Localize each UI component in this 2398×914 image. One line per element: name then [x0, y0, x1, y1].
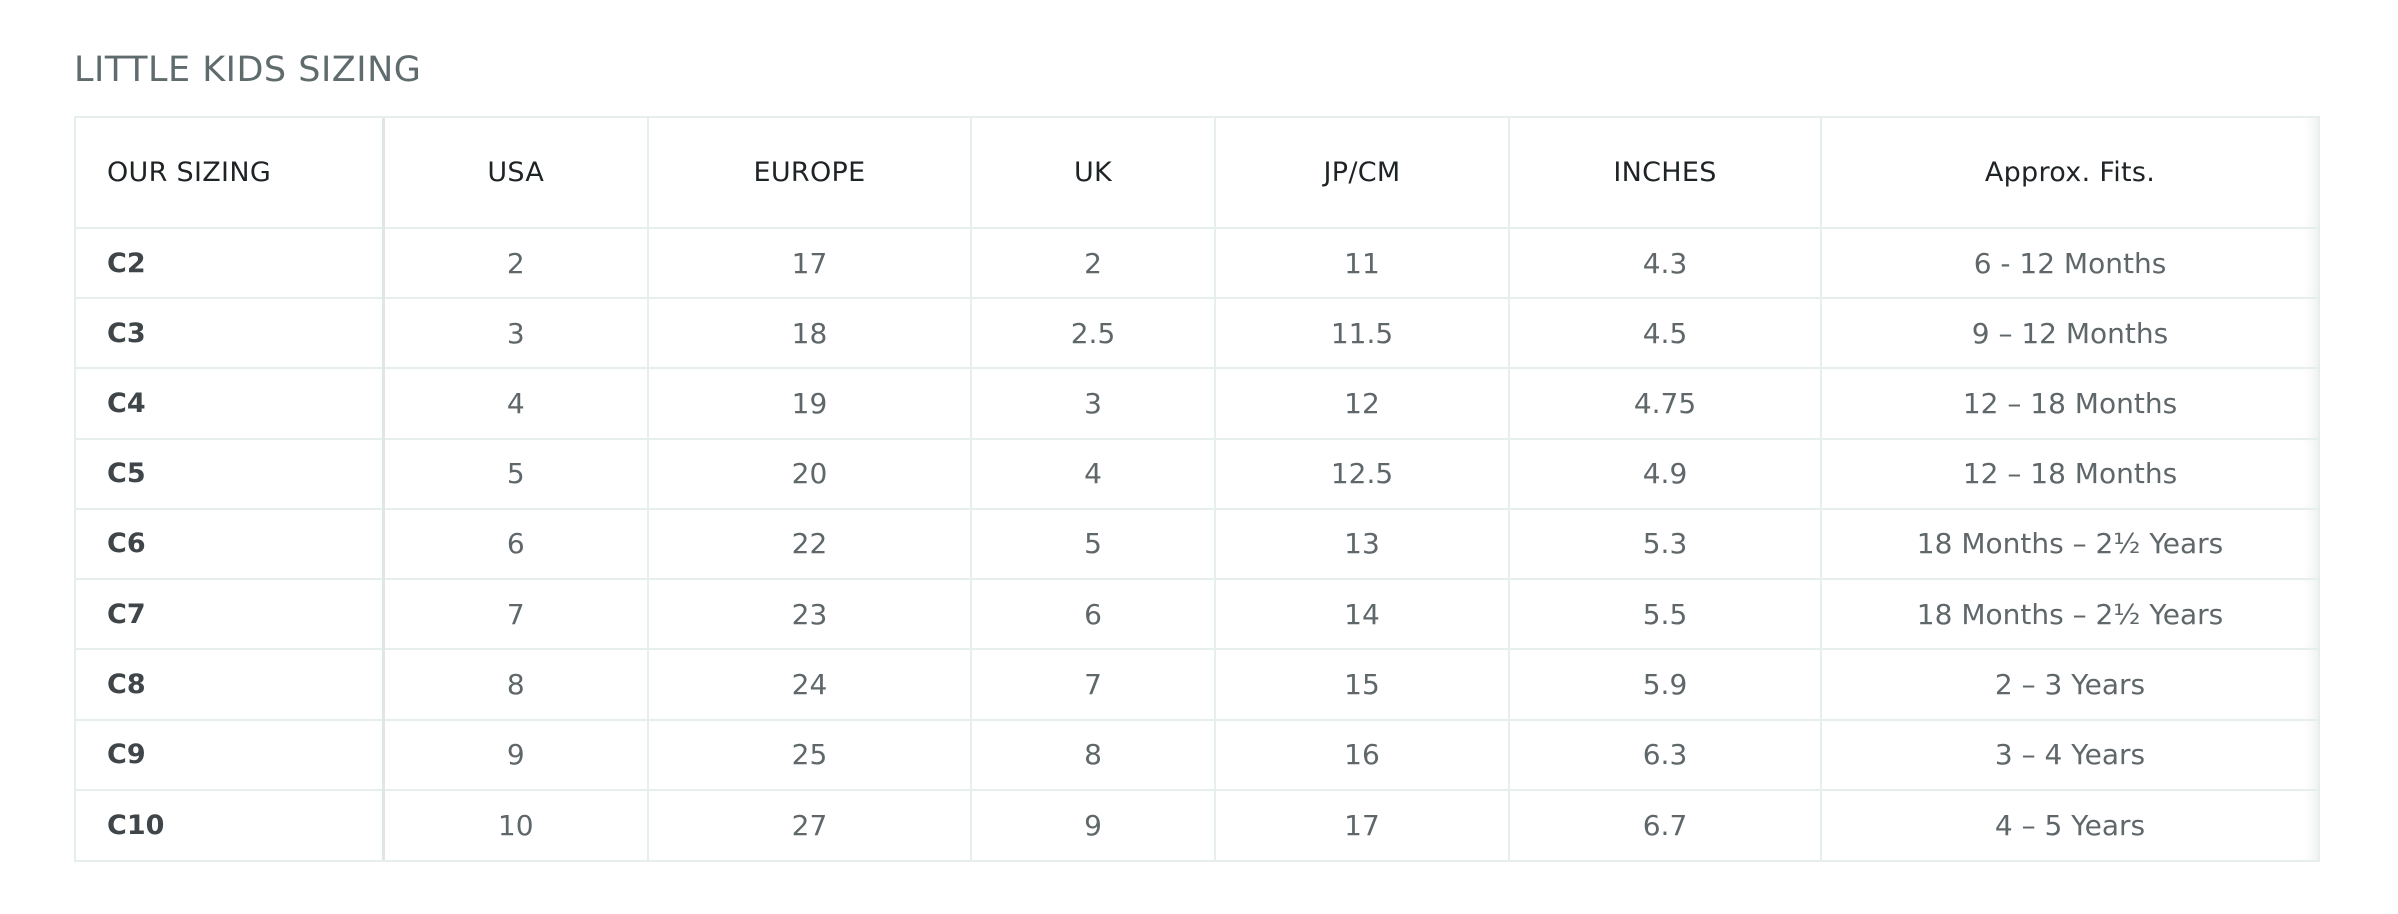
cell-inches: 4.5	[1509, 298, 1822, 370]
header-uk: UK	[971, 118, 1216, 229]
cell-approx-fits: 6 - 12 Months	[1821, 228, 2318, 300]
cell-jp-cm: 12.5	[1215, 438, 1510, 510]
cell-our-sizing: C3	[76, 298, 385, 370]
table-row: C5 5 20 4 12.5 4.9 12 – 18 Months	[76, 438, 2318, 510]
cell-uk: 3	[971, 368, 1216, 440]
section-title: LITTLE KIDS SIZING	[74, 50, 422, 90]
cell-our-sizing: C5	[76, 438, 385, 510]
cell-approx-fits: 3 – 4 Years	[1821, 719, 2318, 791]
cell-usa: 3	[383, 298, 649, 370]
table-header: OUR SIZING USA EUROPE UK JP/CM INCHES Ap…	[76, 118, 2318, 229]
cell-usa: 6	[383, 508, 649, 581]
cell-usa: 2	[383, 228, 649, 300]
header-usa: USA	[383, 118, 649, 229]
cell-inches: 5.3	[1509, 508, 1822, 581]
cell-our-sizing: C9	[76, 719, 385, 791]
cell-uk: 2	[971, 228, 1216, 300]
cell-our-sizing: C4	[76, 368, 385, 440]
cell-uk: 9	[971, 789, 1216, 860]
cell-approx-fits: 12 – 18 Months	[1821, 438, 2318, 510]
cell-approx-fits: 18 Months – 2½ Years	[1821, 579, 2318, 651]
cell-usa: 4	[383, 368, 649, 440]
cell-inches: 4.75	[1509, 368, 1822, 440]
cell-europe: 23	[648, 579, 972, 651]
cell-usa: 8	[383, 649, 649, 721]
cell-approx-fits: 9 – 12 Months	[1821, 298, 2318, 370]
cell-jp-cm: 12	[1215, 368, 1510, 440]
cell-europe: 22	[648, 508, 972, 581]
cell-our-sizing: C7	[76, 579, 385, 651]
header-jp-cm: JP/CM	[1215, 118, 1510, 229]
cell-uk: 4	[971, 438, 1216, 510]
cell-europe: 20	[648, 438, 972, 510]
cell-jp-cm: 11	[1215, 228, 1510, 300]
cell-uk: 6	[971, 579, 1216, 651]
header-row: OUR SIZING USA EUROPE UK JP/CM INCHES Ap…	[76, 118, 2318, 229]
cell-our-sizing: C10	[76, 789, 385, 860]
header-our-sizing: OUR SIZING	[76, 118, 385, 229]
cell-inches: 6.7	[1509, 789, 1822, 860]
table-row: C8 8 24 7 15 5.9 2 – 3 Years	[76, 649, 2318, 721]
cell-usa: 10	[383, 789, 649, 860]
table-row: C2 2 17 2 11 4.3 6 - 12 Months	[76, 228, 2318, 300]
sizing-table: OUR SIZING USA EUROPE UK JP/CM INCHES Ap…	[76, 118, 2318, 860]
cell-our-sizing: C6	[76, 508, 385, 581]
cell-jp-cm: 13	[1215, 508, 1510, 581]
cell-inches: 4.9	[1509, 438, 1822, 510]
cell-approx-fits: 2 – 3 Years	[1821, 649, 2318, 721]
cell-uk: 2.5	[971, 298, 1216, 370]
cell-inches: 5.5	[1509, 579, 1822, 651]
cell-jp-cm: 11.5	[1215, 298, 1510, 370]
cell-europe: 25	[648, 719, 972, 791]
cell-usa: 5	[383, 438, 649, 510]
header-inches: INCHES	[1509, 118, 1822, 229]
cell-uk: 5	[971, 508, 1216, 581]
header-approx-fits: Approx. Fits.	[1821, 118, 2318, 229]
header-europe: EUROPE	[648, 118, 972, 229]
cell-europe: 18	[648, 298, 972, 370]
sizing-table-container: OUR SIZING USA EUROPE UK JP/CM INCHES Ap…	[74, 116, 2320, 862]
table-body: C2 2 17 2 11 4.3 6 - 12 Months C3 3 18 2…	[76, 228, 2318, 860]
cell-our-sizing: C8	[76, 649, 385, 721]
table-row: C6 6 22 5 13 5.3 18 Months – 2½ Years	[76, 508, 2318, 581]
table-row: C7 7 23 6 14 5.5 18 Months – 2½ Years	[76, 579, 2318, 651]
cell-usa: 7	[383, 579, 649, 651]
cell-our-sizing: C2	[76, 228, 385, 300]
cell-approx-fits: 12 – 18 Months	[1821, 368, 2318, 440]
table-row: C4 4 19 3 12 4.75 12 – 18 Months	[76, 368, 2318, 440]
cell-europe: 17	[648, 228, 972, 300]
cell-approx-fits: 4 – 5 Years	[1821, 790, 2318, 860]
cell-jp-cm: 17	[1215, 789, 1510, 860]
cell-europe: 19	[648, 368, 972, 440]
table-row: C3 3 18 2.5 11.5 4.5 9 – 12 Months	[76, 298, 2318, 370]
cell-inches: 5.9	[1509, 649, 1822, 721]
cell-jp-cm: 15	[1215, 649, 1510, 721]
cell-jp-cm: 14	[1215, 579, 1510, 651]
cell-inches: 4.3	[1509, 228, 1822, 300]
cell-europe: 24	[648, 649, 972, 721]
cell-inches: 6.3	[1509, 719, 1822, 791]
table-row: C9 9 25 8 16 6.3 3 – 4 Years	[76, 719, 2318, 791]
cell-europe: 27	[648, 789, 972, 860]
cell-approx-fits: 18 Months – 2½ Years	[1821, 508, 2318, 581]
cell-jp-cm: 16	[1215, 719, 1510, 791]
cell-uk: 7	[971, 649, 1216, 721]
cell-uk: 8	[971, 719, 1216, 791]
table-row: C10 10 27 9 17 6.7 4 – 5 Years	[76, 789, 2318, 860]
cell-usa: 9	[383, 719, 649, 791]
